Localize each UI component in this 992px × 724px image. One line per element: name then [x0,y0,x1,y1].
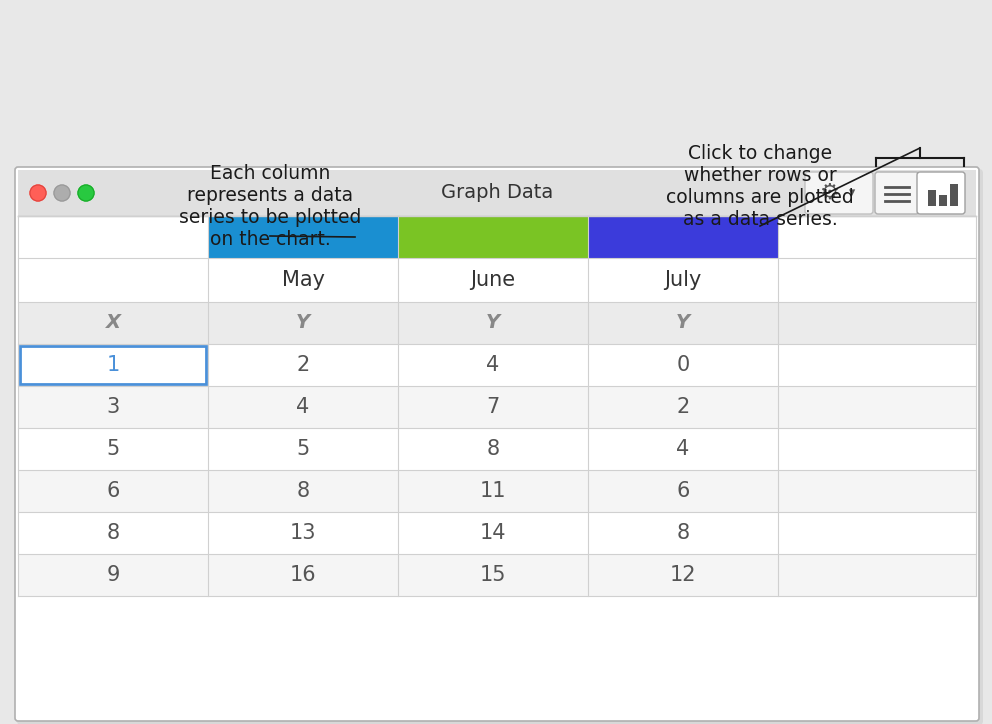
Text: 12: 12 [670,565,696,585]
Bar [208,216,398,258]
Bar [18,302,976,344]
Text: Y: Y [486,313,500,332]
Bar [939,195,947,206]
Text: 14: 14 [480,523,506,543]
Text: 2: 2 [677,397,689,417]
Text: 8: 8 [677,523,689,543]
Text: Y: Y [296,313,310,332]
Text: 5: 5 [297,439,310,459]
Bar [18,216,208,258]
Text: July: July [665,270,701,290]
Bar [588,216,778,258]
Text: 6: 6 [106,481,120,501]
FancyBboxPatch shape [17,169,983,724]
Text: 0: 0 [677,355,689,375]
Text: Graph Data: Graph Data [440,183,554,203]
Bar [18,344,976,386]
Text: 5: 5 [106,439,120,459]
Bar [778,216,976,258]
Bar [20,346,206,384]
FancyBboxPatch shape [15,167,979,721]
Text: 1: 1 [106,355,120,375]
Text: May: May [282,270,324,290]
Text: 8: 8 [297,481,310,501]
Text: ⚙: ⚙ [820,183,840,203]
Text: 6: 6 [677,481,689,501]
Bar [928,190,936,206]
FancyBboxPatch shape [805,172,873,214]
Bar [18,386,976,428]
Text: 4: 4 [677,439,689,459]
Text: 2: 2 [297,355,310,375]
Text: June: June [470,270,516,290]
Text: X: X [105,313,120,332]
Text: 4: 4 [486,355,500,375]
Text: 13: 13 [290,523,316,543]
Circle shape [54,185,70,201]
Text: Each column
represents a data
series to be plotted
on the chart.: Each column represents a data series to … [179,164,361,249]
Circle shape [30,185,46,201]
Text: 9: 9 [106,565,120,585]
Circle shape [78,185,94,201]
Text: 7: 7 [486,397,500,417]
Text: 8: 8 [106,523,120,543]
Bar [18,428,976,470]
Bar [18,258,976,302]
Text: 8: 8 [486,439,500,459]
Bar [18,170,976,216]
Text: 4: 4 [297,397,310,417]
Bar [950,184,958,206]
Text: 3: 3 [106,397,120,417]
Text: Y: Y [676,313,690,332]
Bar [18,470,976,512]
Text: 16: 16 [290,565,316,585]
Text: Click to change
whether rows or
columns are plotted
as a data series.: Click to change whether rows or columns … [666,144,854,229]
Text: 11: 11 [480,481,506,501]
Text: ▾: ▾ [849,187,855,200]
Text: 15: 15 [480,565,506,585]
FancyBboxPatch shape [917,172,965,214]
FancyBboxPatch shape [875,172,919,214]
Bar [18,512,976,554]
Bar [18,554,976,596]
Bar [398,216,588,258]
